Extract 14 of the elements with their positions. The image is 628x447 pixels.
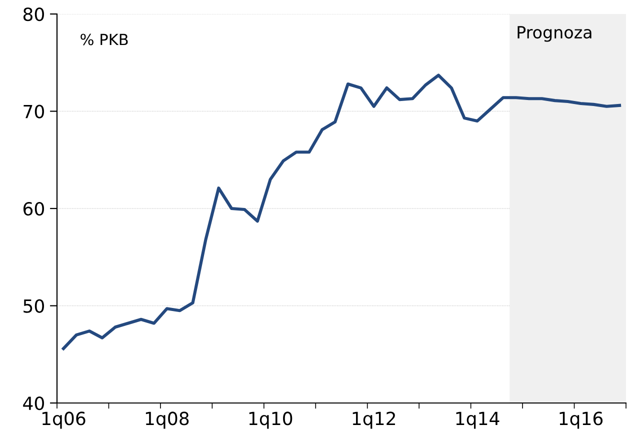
y-tick-label: 80: [23, 7, 44, 22]
x-tick-label: 1q14: [456, 412, 500, 429]
x-tick-label: 1q10: [249, 412, 292, 429]
x-tick-label: 1q12: [352, 412, 395, 429]
y-tick-label: 60: [23, 202, 44, 216]
line-series: [62, 74, 622, 350]
annotation: Prognoza: [518, 26, 592, 42]
x-tick-label: 1q06: [42, 412, 86, 429]
y-tick-label: 70: [24, 104, 44, 118]
y-tick-label: 50: [24, 299, 44, 313]
x-tick-label: 1q16: [560, 412, 603, 429]
y-tick-label: 40: [23, 396, 44, 410]
annotation: % PKB: [80, 34, 128, 46]
x-tick-label: 1q08: [146, 412, 189, 429]
